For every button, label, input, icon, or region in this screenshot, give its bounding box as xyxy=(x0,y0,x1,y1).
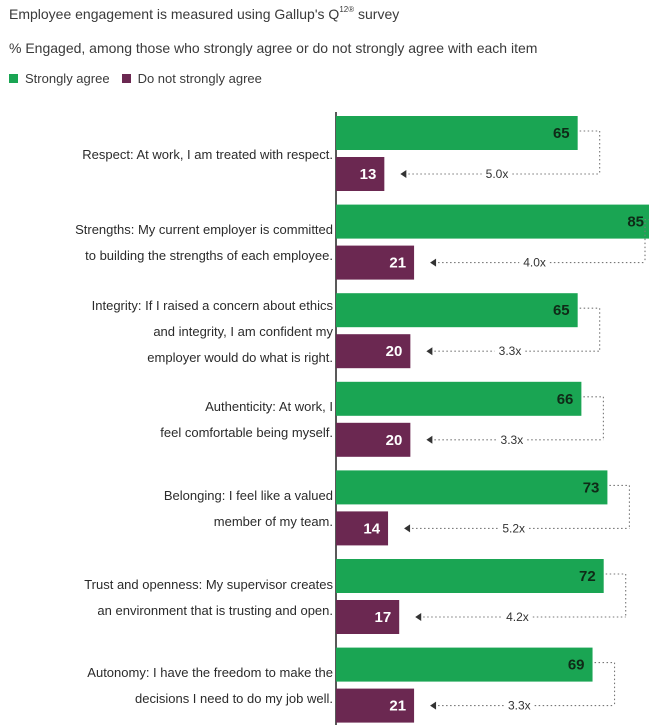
category-group-6: 69 21 3.3x xyxy=(336,647,616,723)
category-label-line: Strengths: My current employer is commit… xyxy=(75,222,333,238)
category-label: Authenticity: At work, I feel comfortable… xyxy=(160,394,333,446)
ratio-bracket xyxy=(605,573,627,617)
category-label-line: decisions I need to do my job well. xyxy=(135,691,333,707)
category-label-line: Authenticity: At work, I xyxy=(205,399,333,415)
bar-strongly-agree xyxy=(336,293,578,328)
chart-subtitle: % Engaged, among those who strongly agre… xyxy=(9,40,538,56)
chart-title-superscript: 12® xyxy=(339,5,355,15)
category-label-line: to building the strengths of each employ… xyxy=(85,248,333,264)
bar-value-strongly-agree: 65 xyxy=(553,302,570,319)
category-group-5: 72 17 4.2x xyxy=(336,559,627,634)
legend-item-do-not-strongly-agree: Do not strongly agree xyxy=(121,71,262,86)
bar-strongly-agree xyxy=(336,559,604,593)
legend-label-strongly-agree: Strongly agree xyxy=(25,71,110,86)
legend: Strongly agree Do not strongly agree xyxy=(9,71,274,86)
bar-strongly-agree xyxy=(336,381,582,416)
bar-value-strongly-agree: 65 xyxy=(553,125,570,142)
ratio-label: 4.2x xyxy=(506,610,529,624)
category-label-line: Belonging: I feel like a valued xyxy=(163,487,333,503)
ratio-label: 4.0x xyxy=(523,256,546,270)
bar-strongly-agree xyxy=(336,470,608,505)
bar-value-do-not-strongly-agree: 17 xyxy=(375,609,392,626)
bar-value-do-not-strongly-agree: 21 xyxy=(389,255,406,272)
bar-value-do-not-strongly-agree: 20 xyxy=(386,343,403,360)
ratio-arrowhead xyxy=(426,347,433,356)
ratio-bracket xyxy=(583,396,604,440)
legend-swatch-strongly-agree xyxy=(9,74,18,83)
category-label: Integrity: If I raised a concern about e… xyxy=(92,293,333,371)
ratio-bracket xyxy=(594,662,616,706)
bar-value-strongly-agree: 69 xyxy=(568,657,585,674)
bar-value-do-not-strongly-agree: 13 xyxy=(360,166,377,183)
category-label-line: member of my team. xyxy=(213,513,333,529)
ratio-label: 3.3x xyxy=(501,433,524,447)
legend-swatch-do-not-strongly-agree xyxy=(121,74,131,83)
ratio-label: 5.0x xyxy=(486,167,509,181)
category-label-line: an environment that is trusting and open… xyxy=(97,602,333,618)
category-label-line: Trust and openness: My supervisor create… xyxy=(84,576,333,592)
ratio-arrowhead xyxy=(400,170,407,178)
bar-strongly-agree xyxy=(336,204,649,239)
legend-label-do-not-strongly-agree: Do not strongly agree xyxy=(137,71,262,86)
bar-do-not-strongly-agree xyxy=(336,688,415,723)
chart-title-tail: survey xyxy=(354,6,400,22)
bar-value-do-not-strongly-agree: 21 xyxy=(389,698,406,715)
ratio-arrowhead xyxy=(430,258,437,267)
chart-title-text: Employee engagement is measured using Ga… xyxy=(9,6,340,22)
bar-strongly-agree xyxy=(336,647,593,682)
ratio-bracket xyxy=(579,307,601,352)
bar-value-strongly-agree: 66 xyxy=(557,391,574,408)
category-group-4: 73 14 5.2x xyxy=(336,470,630,546)
bar-do-not-strongly-agree xyxy=(336,157,385,191)
bar-value-do-not-strongly-agree: 20 xyxy=(386,432,403,449)
category-group-0: 65 13 5.0x xyxy=(336,116,601,191)
category-label-line: Integrity: If I raised a concern about e… xyxy=(91,297,333,313)
category-label-line: and integrity, I am confident my xyxy=(153,323,333,339)
bar-do-not-strongly-agree xyxy=(336,245,415,280)
ratio-label: 3.3x xyxy=(499,344,522,358)
category-label: Trust and openness: My supervisor create… xyxy=(84,572,333,624)
ratio-bracket xyxy=(609,484,630,529)
category-group-2: 65 20 3.3x xyxy=(336,293,601,369)
ratio-label: 5.2x xyxy=(502,521,525,535)
chart-title: Employee engagement is measured using Ga… xyxy=(9,5,400,22)
ratio-bracket xyxy=(644,219,649,263)
bar-do-not-strongly-agree xyxy=(336,511,389,546)
category-label-line: Autonomy: I have the freedom to make the xyxy=(87,665,333,681)
category-label: Respect: At work, I am treated with resp… xyxy=(82,142,333,168)
category-label-line: employer would do what is right. xyxy=(147,349,333,365)
ratio-arrowhead xyxy=(430,701,437,710)
bar-do-not-strongly-agree xyxy=(336,334,411,369)
bar-value-strongly-agree: 85 xyxy=(627,214,644,231)
category-label: Belonging: I feel like a valued member of… xyxy=(164,483,333,535)
bar-do-not-strongly-agree xyxy=(336,422,411,457)
category-label: Strengths: My current employer is commit… xyxy=(75,217,333,269)
ratio-arrowhead xyxy=(404,524,411,533)
ratio-label: 3.3x xyxy=(508,699,531,713)
ratio-arrowhead xyxy=(426,435,433,444)
category-label-line: feel comfortable being myself. xyxy=(160,425,333,441)
bar-do-not-strongly-agree xyxy=(336,600,400,634)
bar-value-strongly-agree: 72 xyxy=(579,568,596,585)
ratio-arrowhead xyxy=(415,613,422,621)
bar-value-do-not-strongly-agree: 14 xyxy=(363,520,380,537)
bar-strongly-agree xyxy=(336,116,578,150)
category-label: Autonomy: I have the freedom to make the… xyxy=(87,660,333,712)
ratio-bracket xyxy=(579,130,601,174)
category-group-1: 85 21 4.0x xyxy=(336,204,649,280)
legend-item-strongly-agree: Strongly agree xyxy=(9,71,110,86)
category-label-line: Respect: At work, I am treated with resp… xyxy=(82,146,333,162)
bar-value-strongly-agree: 73 xyxy=(583,479,600,496)
category-group-3: 66 20 3.3x xyxy=(336,381,604,457)
